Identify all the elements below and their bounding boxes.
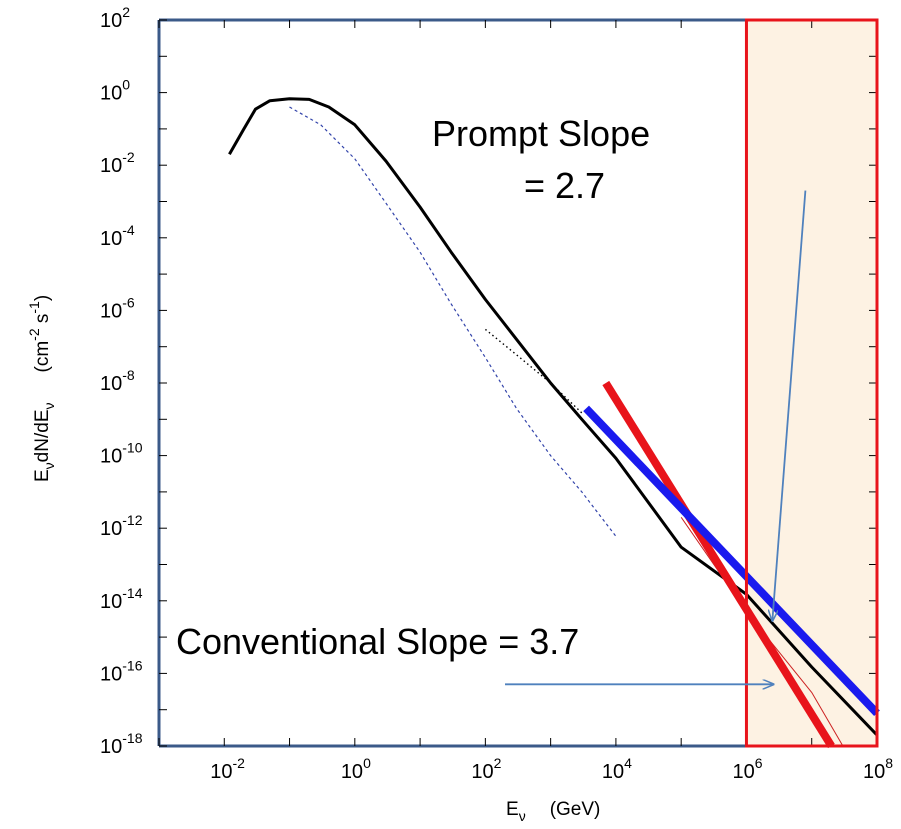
y-tick-label: 100 [100,77,130,105]
y-axis-title: EνdN/dEν(cm-2 s-1) [26,295,57,482]
series-thin-red [680,517,844,747]
y-tick-label: 10-4 [100,222,135,250]
y-tick-label: 10-2 [100,149,135,177]
x-tick-label: 106 [732,755,762,783]
y-tick-label: 102 [100,4,130,32]
y-tick-label: 10-10 [100,440,143,468]
x-tick-label: 108 [863,755,893,783]
series-solid-black [228,97,879,737]
y-tick-label: 10-8 [100,367,135,395]
y-tick-label: 10-12 [100,512,143,540]
y-tick-label: 10-14 [100,585,143,613]
y-tick-label: 10-16 [100,657,143,685]
series-dashed-blue [289,106,617,537]
prompt-slope-label: Prompt Slope [432,113,650,154]
shaded-region [746,20,877,746]
shaded-region-border [744,18,879,748]
x-axis-title: Eν (GeV) [506,799,600,824]
conventional-slope-label: Conventional Slope = 3.7 [176,621,579,662]
annotation-arrow [772,190,807,620]
prompt-slope-value: = 2.7 [524,165,605,206]
x-tick-label: 104 [602,755,632,783]
series-thick-blue [583,405,880,716]
series-thick-red [602,380,835,749]
x-tick-label: 10-2 [210,755,245,783]
x-tick-label: 100 [341,755,371,783]
y-tick-label: 10-18 [100,730,143,758]
y-tick-label: 10-6 [100,294,135,322]
x-tick-label: 102 [471,755,501,783]
